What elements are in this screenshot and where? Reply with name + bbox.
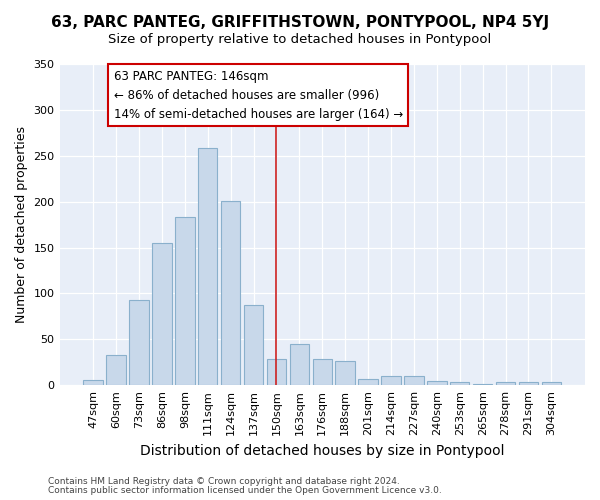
Text: Contains HM Land Registry data © Crown copyright and database right 2024.: Contains HM Land Registry data © Crown c… bbox=[48, 477, 400, 486]
Bar bbox=[381, 376, 401, 385]
Bar bbox=[83, 380, 103, 385]
Bar bbox=[244, 306, 263, 385]
Bar bbox=[427, 380, 446, 385]
Bar bbox=[129, 300, 149, 385]
Bar bbox=[358, 379, 378, 385]
Text: 63, PARC PANTEG, GRIFFITHSTOWN, PONTYPOOL, NP4 5YJ: 63, PARC PANTEG, GRIFFITHSTOWN, PONTYPOO… bbox=[51, 15, 549, 30]
Bar bbox=[106, 355, 126, 385]
Text: Contains public sector information licensed under the Open Government Licence v3: Contains public sector information licen… bbox=[48, 486, 442, 495]
Bar bbox=[198, 148, 217, 385]
Bar bbox=[267, 360, 286, 385]
Bar bbox=[404, 376, 424, 385]
Bar bbox=[152, 243, 172, 385]
Bar bbox=[290, 344, 309, 385]
Bar bbox=[450, 382, 469, 385]
Bar bbox=[542, 382, 561, 385]
Bar bbox=[175, 217, 194, 385]
Bar bbox=[221, 200, 241, 385]
Bar bbox=[335, 362, 355, 385]
Text: 63 PARC PANTEG: 146sqm
← 86% of detached houses are smaller (996)
14% of semi-de: 63 PARC PANTEG: 146sqm ← 86% of detached… bbox=[114, 70, 403, 120]
Bar bbox=[519, 382, 538, 385]
Bar bbox=[473, 384, 493, 385]
Text: Size of property relative to detached houses in Pontypool: Size of property relative to detached ho… bbox=[109, 32, 491, 46]
Y-axis label: Number of detached properties: Number of detached properties bbox=[15, 126, 28, 323]
X-axis label: Distribution of detached houses by size in Pontypool: Distribution of detached houses by size … bbox=[140, 444, 505, 458]
Bar bbox=[496, 382, 515, 385]
Bar bbox=[313, 358, 332, 385]
